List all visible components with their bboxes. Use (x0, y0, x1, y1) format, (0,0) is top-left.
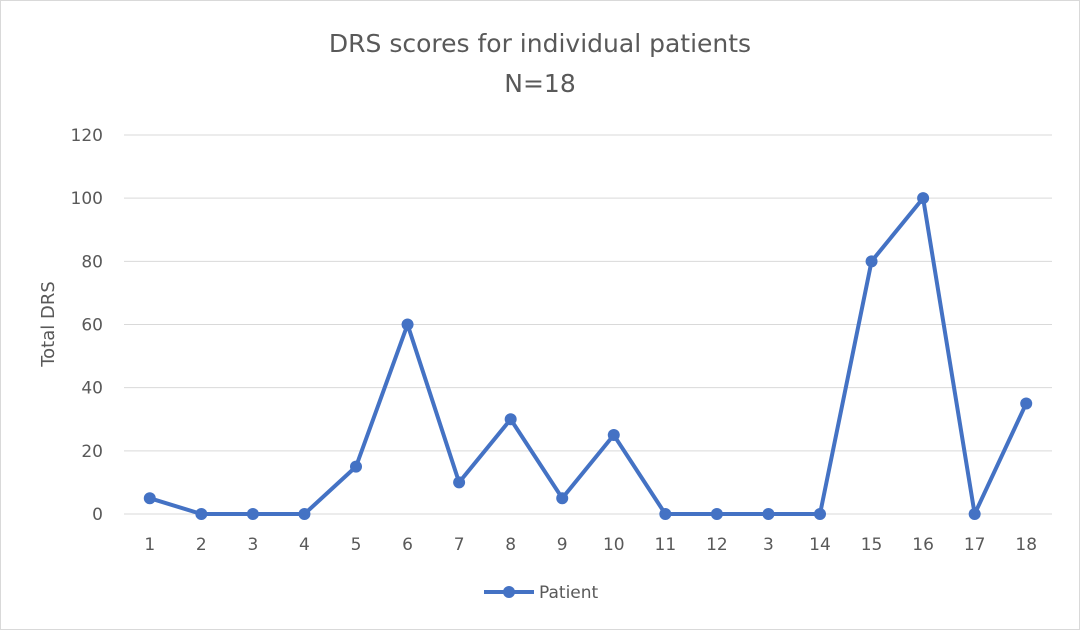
gridlines (124, 134, 1052, 515)
data-point (1020, 397, 1033, 410)
y-tick-label: 0 (92, 505, 103, 525)
data-point (350, 460, 362, 473)
y-tick-label: 100 (71, 189, 103, 209)
x-tick-label: 10 (603, 535, 625, 555)
series-layer (143, 192, 1033, 520)
x-tick-label: 14 (809, 535, 831, 555)
data-point (917, 192, 930, 205)
x-tick-label: 6 (402, 535, 413, 555)
legend: Patient (484, 583, 599, 603)
x-tick-label: 2 (196, 535, 207, 555)
x-tick-label: 8 (505, 535, 516, 555)
legend-label-patient: Patient (539, 583, 599, 603)
data-point (659, 508, 672, 520)
data-point (865, 255, 878, 268)
x-tick-label: 9 (557, 535, 568, 555)
y-tick-label: 60 (81, 316, 103, 336)
x-tick-label: 15 (861, 535, 883, 555)
data-point (401, 318, 414, 331)
x-tick-label: 5 (351, 535, 362, 555)
y-tick-label: 20 (81, 442, 103, 462)
data-point (143, 492, 156, 505)
data-point (504, 413, 517, 426)
data-point (710, 508, 723, 520)
data-point (246, 508, 259, 520)
data-point (195, 508, 208, 520)
x-tick-label: 4 (299, 535, 310, 555)
y-axis-ticks: 0 20 40 60 80 100 120 (71, 126, 103, 525)
data-point (453, 476, 466, 489)
data-point (298, 508, 311, 520)
x-axis-ticks: 1 2 3 4 5 6 7 8 9 10 11 12 3 14 15 16 17 18 (144, 535, 1037, 555)
data-point (814, 508, 826, 520)
x-tick-label: 1 (144, 535, 155, 555)
data-point (607, 429, 620, 442)
data-point (556, 492, 569, 505)
x-tick-label: 7 (454, 535, 465, 555)
x-tick-label: 3 (247, 535, 258, 555)
data-point (968, 508, 981, 520)
y-tick-label: 40 (81, 379, 103, 399)
x-tick-label: 17 (964, 535, 986, 555)
chart-title: DRS scores for individual patients (329, 29, 751, 58)
x-tick-label: 12 (706, 535, 728, 555)
y-tick-label: 120 (71, 126, 103, 146)
x-tick-label: 18 (1015, 535, 1037, 555)
x-tick-label: 16 (912, 535, 934, 555)
y-tick-label: 80 (81, 252, 103, 272)
x-tick-label: 11 (655, 535, 677, 555)
y-axis-title: Total DRS (38, 281, 59, 368)
data-point (762, 508, 775, 520)
legend-marker-swatch (503, 586, 515, 598)
series-line-patient (147, 196, 1029, 516)
chart-subtitle: N=18 (504, 69, 575, 98)
x-tick-label: 3 (763, 535, 774, 555)
